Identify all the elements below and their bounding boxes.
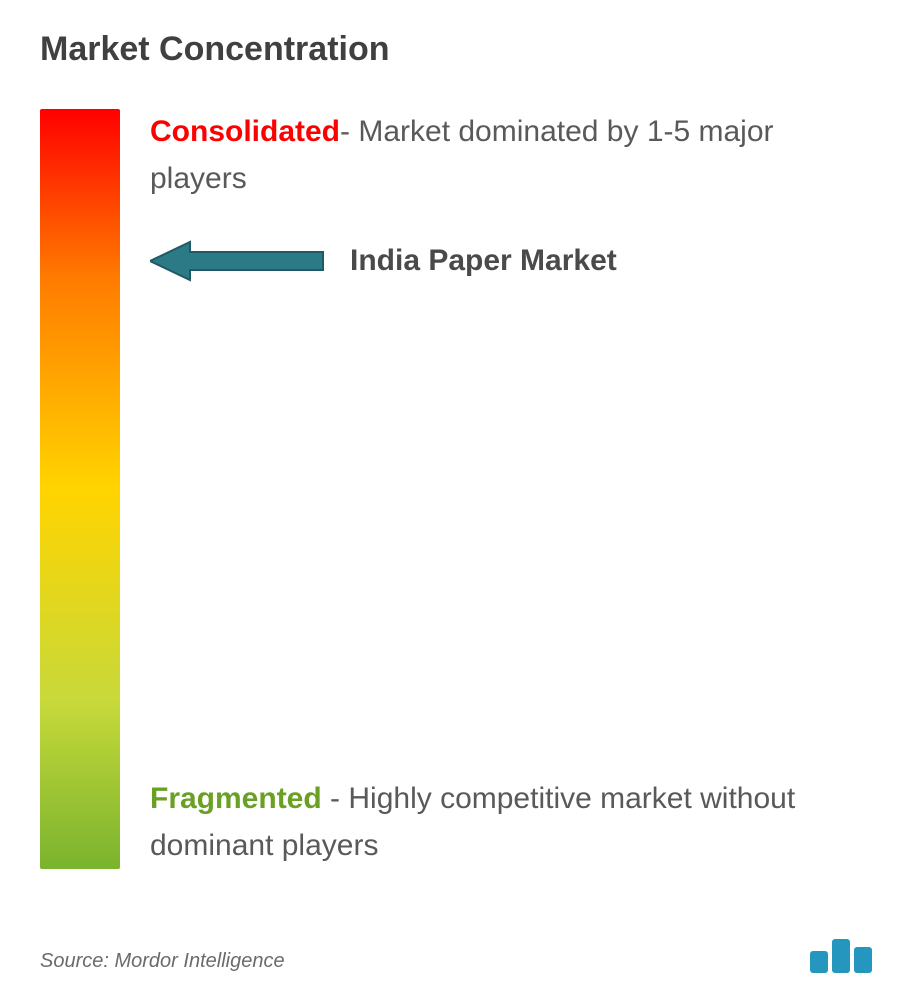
footer: Source: Mordor Intelligence [40,933,876,973]
consolidated-label: Consolidated- Market dominated by 1-5 ma… [150,109,856,202]
labels-column: Consolidated- Market dominated by 1-5 ma… [150,109,876,869]
arrow-left-icon [150,240,325,282]
consolidated-highlight: Consolidated [150,115,340,148]
gradient-scale-bar [40,109,120,869]
brand-logo-icon [806,933,876,973]
fragmented-label: Fragmented - Highly competitive market w… [150,776,856,869]
page-title: Market Concentration [40,30,876,69]
source-text: Source: Mordor Intelligence [40,950,285,973]
fragmented-highlight: Fragmented [150,782,322,815]
market-name-label: India Paper Market [350,244,617,278]
concentration-diagram: Consolidated- Market dominated by 1-5 ma… [40,109,876,869]
market-marker-row: India Paper Market [150,240,617,282]
